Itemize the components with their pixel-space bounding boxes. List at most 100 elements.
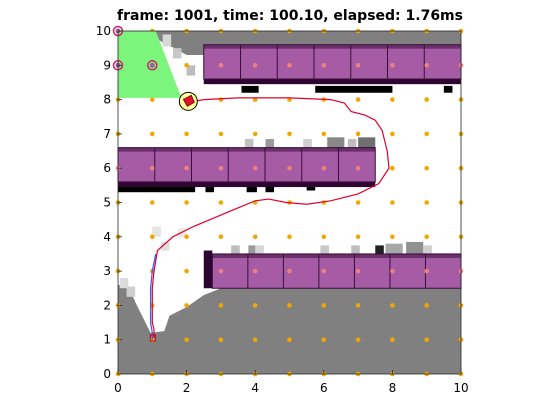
grid-point (252, 268, 258, 274)
unknown-cell (255, 245, 264, 254)
grid-point (252, 131, 258, 137)
grid-point (184, 268, 189, 274)
grid-point (390, 97, 395, 102)
grid-point (390, 165, 395, 171)
unknown-cell (186, 65, 196, 76)
x-tick-label: 2 (183, 381, 191, 395)
grid-point (184, 165, 189, 171)
unknown-cell (358, 137, 376, 148)
unknown-cell (320, 245, 329, 254)
y-tick-label: 0 (103, 367, 111, 381)
grid-point (218, 131, 224, 137)
unknown-cell (347, 139, 357, 148)
axes: 0 2 4 6 8 10 0 1 2 3 4 5 6 7 8 9 10 (96, 24, 469, 395)
grid-point (218, 165, 224, 171)
y-tick-label: 9 (103, 58, 111, 72)
grid-point (424, 200, 430, 205)
y-tick-label: 7 (103, 127, 111, 141)
obstacle-region-top (155, 31, 462, 56)
shelf-layer (117, 44, 462, 289)
grid-point (424, 337, 430, 343)
grid-point (287, 63, 292, 68)
grid-point (355, 63, 361, 68)
grid-point (321, 268, 327, 274)
unknown-cell (385, 243, 403, 254)
occupied-cell-row (265, 185, 275, 193)
grid-point (184, 131, 189, 137)
unknown-cell (375, 245, 384, 254)
grid-point (321, 63, 327, 68)
unknown-cell (351, 245, 360, 254)
x-tick-label: 4 (251, 381, 259, 395)
grid-point (390, 268, 395, 274)
grid-point (321, 337, 327, 343)
grid-point (321, 234, 327, 240)
shelf-top-edge (203, 44, 461, 49)
grid-point (321, 165, 327, 171)
executed-path (151, 97, 390, 338)
grid-point (252, 165, 258, 171)
grid-point (287, 337, 292, 343)
occupied-cell-row (443, 85, 453, 93)
unknown-cell (172, 48, 182, 59)
shelf-top-edge (118, 147, 376, 152)
unknown-cell (119, 277, 129, 289)
grid-point (150, 234, 155, 240)
grid-point (321, 303, 327, 308)
grid-point (218, 97, 224, 102)
grid-point (184, 63, 189, 68)
unknown-cell (152, 226, 161, 237)
grid-point (150, 97, 155, 102)
shelf-shadow (203, 250, 213, 289)
unknown-cell (303, 139, 312, 148)
view-cone (118, 31, 182, 98)
grid-point (218, 268, 224, 274)
grid-point (184, 337, 189, 343)
robot-layer (112, 25, 198, 111)
grid-point (184, 303, 189, 308)
plot-title: frame: 1001, time: 100.10, elapsed: 1.76… (117, 8, 463, 24)
x-tick-label: 6 (320, 381, 328, 395)
landmark-dot (149, 62, 155, 68)
grid-point (424, 268, 430, 274)
grid-point (355, 200, 361, 205)
planned-path (149, 253, 157, 340)
unknown-cell (160, 241, 170, 251)
shelf-top-edge (212, 253, 461, 258)
grid-point (184, 234, 189, 240)
y-tick-label: 5 (103, 196, 111, 210)
grid-point (390, 63, 395, 68)
y-tick-label: 2 (103, 298, 111, 312)
grid-point (424, 303, 430, 308)
occupancy-grid (118, 31, 462, 374)
grid-point (424, 165, 430, 171)
grid-point (150, 165, 155, 171)
grid-point (184, 200, 189, 205)
grid-point (355, 268, 361, 274)
grid-point (252, 63, 258, 68)
occupied-cell-row (118, 185, 196, 193)
path-layer (149, 97, 390, 342)
unknown-cell (231, 245, 240, 254)
grid-point (355, 337, 361, 343)
unknown-cell (265, 139, 275, 148)
grid-point (218, 337, 224, 343)
unknown-cell (327, 137, 345, 148)
grid-point (150, 200, 155, 205)
shelf (211, 253, 462, 289)
occupied-cell-row (246, 185, 257, 193)
x-tick-label: 0 (114, 381, 122, 395)
grid-point (355, 131, 361, 137)
y-tick-label: 6 (103, 161, 111, 175)
y-tick-label: 4 (103, 230, 111, 244)
occupied-cell-row (315, 85, 393, 93)
shelf-shadow (118, 181, 376, 188)
grid-point (252, 234, 258, 240)
grid-point (218, 200, 224, 205)
x-tick-label: 10 (453, 381, 468, 395)
shelf (203, 44, 462, 80)
grid-point (287, 165, 292, 171)
grid-point (355, 234, 361, 240)
